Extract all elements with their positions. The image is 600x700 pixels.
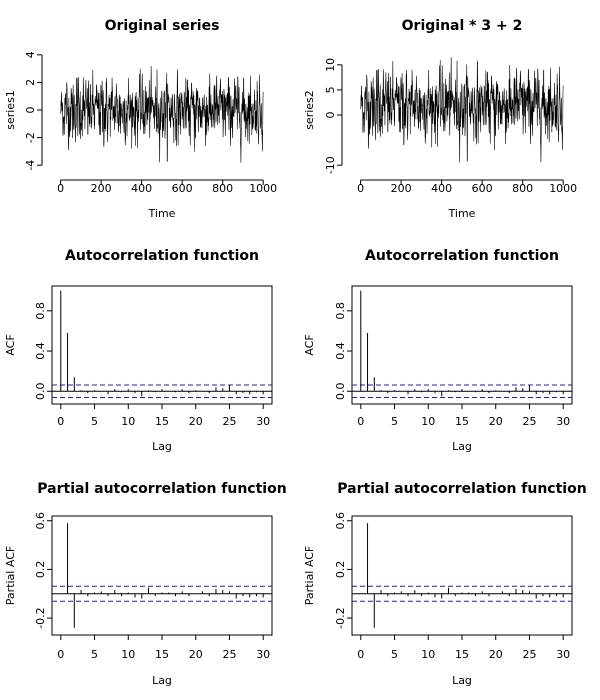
y-axis-label: ACF <box>303 334 316 355</box>
plot-frame <box>351 285 573 405</box>
y-axis-label: series1 <box>4 90 17 130</box>
x-tick-label: 25 <box>222 648 236 661</box>
y-tick-label: -0.2 <box>34 607 47 628</box>
x-axis-label: Lag <box>152 674 172 687</box>
chart-title: Partial autocorrelation function <box>337 481 586 497</box>
x-axis-label: Lag <box>452 674 472 687</box>
x-tick-label: 0 <box>57 182 64 195</box>
y-tick-label: -0.2 <box>334 607 347 628</box>
y-tick-label: 0.6 <box>334 512 347 530</box>
y-tick-label: 0.2 <box>34 561 47 579</box>
x-tick-label: 0 <box>357 182 364 195</box>
x-tick-label: 20 <box>489 648 503 661</box>
y-tick-label: 0.0 <box>334 382 347 400</box>
plot-frame <box>51 515 273 636</box>
y-tick-label: 0.4 <box>34 342 47 360</box>
x-tick-label: 5 <box>91 415 98 428</box>
y-axis-label: ACF <box>4 334 17 355</box>
y-tick-label: 0.8 <box>334 302 347 320</box>
x-axis-label: Lag <box>152 440 172 453</box>
chart-title: Autocorrelation function <box>365 248 559 264</box>
x-tick-label: 10 <box>421 415 435 428</box>
y-tick-label: 0 <box>324 112 337 119</box>
x-tick-label: 200 <box>391 182 412 195</box>
x-tick-label: 5 <box>91 648 98 661</box>
series-line <box>60 66 264 163</box>
y-tick-label: 0.2 <box>334 561 347 579</box>
panel-acf2: Autocorrelation function Lag ACF 0 5 10 15 20 25… <box>303 248 573 453</box>
y-tick-label: 0.0 <box>34 382 47 400</box>
y-tick-label: 0.6 <box>34 512 47 530</box>
x-tick-label: 10 <box>421 648 435 661</box>
panel-pacf2: Partial autocorrelation function Lag Parti… <box>303 481 587 687</box>
x-axis-label: Time <box>148 207 176 220</box>
y-tick-label: 0 <box>24 107 37 114</box>
panel-acf1: Autocorrelation function Lag ACF 0 5 10 15 20 25… <box>4 248 273 453</box>
x-tick-label: 600 <box>472 182 493 195</box>
y-axis-label: series2 <box>303 90 316 130</box>
plot-frame <box>51 285 273 405</box>
x-tick-label: 30 <box>256 648 270 661</box>
x-tick-label: 20 <box>489 415 503 428</box>
chart-title: Original * 3 + 2 <box>402 18 523 34</box>
chart-title: Partial autocorrelation function <box>37 481 286 497</box>
chart-title: Autocorrelation function <box>65 248 259 264</box>
panel-ts1: Original series Time series1 0 200 400 600 800 1… <box>4 18 277 220</box>
x-tick-label: 0 <box>357 415 364 428</box>
x-tick-label: 800 <box>512 182 533 195</box>
series-line <box>360 57 564 163</box>
chart-title: Original series <box>105 18 220 34</box>
x-tick-label: 25 <box>222 415 236 428</box>
x-tick-label: 30 <box>556 415 570 428</box>
x-tick-label: 5 <box>391 648 398 661</box>
x-tick-label: 10 <box>121 415 135 428</box>
x-tick-label: 400 <box>131 182 152 195</box>
y-tick-label: -4 <box>24 160 37 171</box>
x-tick-label: 600 <box>172 182 193 195</box>
x-tick-label: 25 <box>522 648 536 661</box>
x-tick-label: 15 <box>455 648 469 661</box>
x-tick-label: 30 <box>556 648 570 661</box>
x-tick-label: 800 <box>212 182 233 195</box>
y-tick-label: -10 <box>324 156 337 174</box>
y-axis-label: Partial ACF <box>303 546 316 605</box>
x-tick-label: 5 <box>391 415 398 428</box>
plot-frame <box>351 515 573 636</box>
y-tick-label: -2 <box>24 132 37 143</box>
x-tick-label: 20 <box>189 415 203 428</box>
y-axis-label: Partial ACF <box>4 546 17 605</box>
x-tick-label: 0 <box>57 415 64 428</box>
x-tick-label: 10 <box>121 648 135 661</box>
x-axis-label: Time <box>448 207 476 220</box>
y-tick-label: 4 <box>24 51 37 58</box>
x-tick-label: 15 <box>155 648 169 661</box>
x-tick-label: 400 <box>431 182 452 195</box>
x-tick-label: 1000 <box>249 182 277 195</box>
y-tick-label: 5 <box>324 86 337 93</box>
panel-pacf1: Partial autocorrelation function Lag Parti… <box>4 481 287 687</box>
x-tick-label: 1000 <box>549 182 577 195</box>
x-tick-label: 20 <box>189 648 203 661</box>
x-tick-label: 0 <box>357 648 364 661</box>
y-tick-label: 2 <box>24 79 37 86</box>
x-tick-label: 0 <box>57 648 64 661</box>
x-tick-label: 15 <box>155 415 169 428</box>
x-tick-label: 15 <box>455 415 469 428</box>
x-axis-label: Lag <box>452 440 472 453</box>
x-tick-label: 30 <box>256 415 270 428</box>
x-tick-label: 25 <box>522 415 536 428</box>
panel-ts2: Original * 3 + 2 Time series2 0 200 400 600 800… <box>303 18 577 220</box>
y-tick-label: 10 <box>324 58 337 72</box>
y-tick-label: 0.8 <box>34 302 47 320</box>
x-tick-label: 200 <box>91 182 112 195</box>
y-tick-label: 0.4 <box>334 342 347 360</box>
